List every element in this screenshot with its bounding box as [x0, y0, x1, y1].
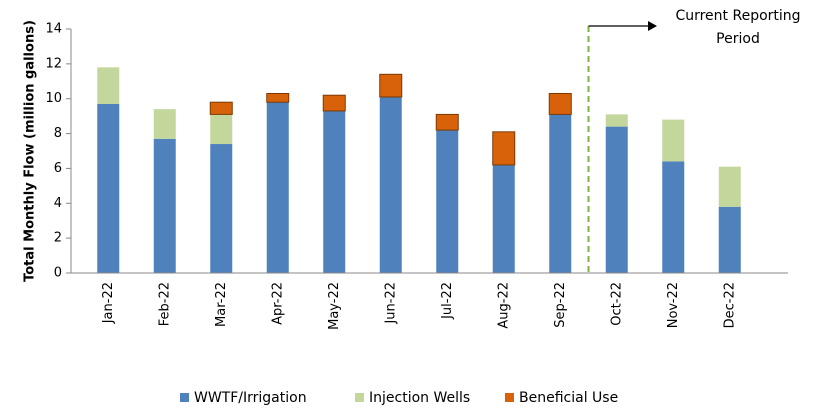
- bar-segment: [97, 103, 120, 273]
- y-tick-label: 4: [54, 196, 62, 211]
- bar-segment: [322, 94, 346, 112]
- y-tick-label: 8: [54, 126, 62, 141]
- legend-label: Injection Wells: [369, 390, 470, 406]
- y-tick-label: 14: [45, 22, 62, 37]
- x-tick-label: May-22: [327, 282, 342, 330]
- y-tick-label: 2: [54, 231, 62, 246]
- arrow-head: [648, 21, 657, 31]
- legend-swatch: [180, 393, 189, 402]
- bar-segment: [210, 114, 233, 145]
- bar-segment: [718, 206, 741, 273]
- bar-segment: [605, 126, 628, 273]
- x-tick-label: Oct-22: [609, 282, 624, 326]
- x-tick-label: Aug-22: [496, 282, 511, 329]
- x-tick-label: Feb-22: [157, 282, 172, 326]
- bar-segment: [436, 130, 459, 273]
- bar-segment: [209, 101, 233, 115]
- x-tick-label: Jul-22: [440, 282, 455, 320]
- bar-segment: [718, 166, 741, 207]
- x-tick-label: Dec-22: [722, 282, 737, 328]
- legend-label: Beneficial Use: [519, 390, 618, 406]
- y-tick-label: 6: [54, 161, 62, 176]
- bar-segment: [379, 73, 403, 98]
- bar-segment: [153, 138, 176, 273]
- bar-segment: [153, 109, 176, 139]
- bar-segment: [435, 113, 459, 131]
- bar-segment: [605, 114, 628, 127]
- bar-segment: [662, 119, 685, 162]
- bar-segment: [549, 114, 572, 274]
- y-tick-label: 0: [54, 266, 62, 281]
- x-tick-label: Jan-22: [101, 282, 116, 324]
- bar-segment: [492, 131, 516, 166]
- x-tick-label: Mar-22: [214, 282, 229, 327]
- annotation: Period: [716, 31, 760, 47]
- annotation: Current Reporting: [675, 8, 800, 24]
- x-tick-label: Nov-22: [666, 282, 681, 328]
- bar-segment: [492, 164, 515, 273]
- legend-swatch: [355, 393, 364, 402]
- bar-segment: [379, 96, 402, 273]
- bar-segment: [662, 161, 685, 273]
- x-tick-label: Apr-22: [270, 282, 285, 325]
- x-tick-label: Sep-22: [553, 282, 568, 328]
- legend-swatch: [505, 393, 514, 402]
- bar-segment: [266, 92, 290, 103]
- bar-segment: [266, 102, 289, 273]
- bar-segment: [210, 144, 233, 273]
- x-tick-label: Jun-22: [383, 282, 398, 325]
- bar-segment: [97, 67, 120, 104]
- y-axis-label: Total Monthly Flow (million gallons): [23, 20, 38, 282]
- y-tick-label: 10: [45, 91, 62, 106]
- y-tick-label: 12: [45, 56, 62, 71]
- bar-segment: [323, 110, 346, 274]
- legend-label: WWTF/Irrigation: [194, 390, 307, 406]
- bar-segment: [548, 92, 572, 115]
